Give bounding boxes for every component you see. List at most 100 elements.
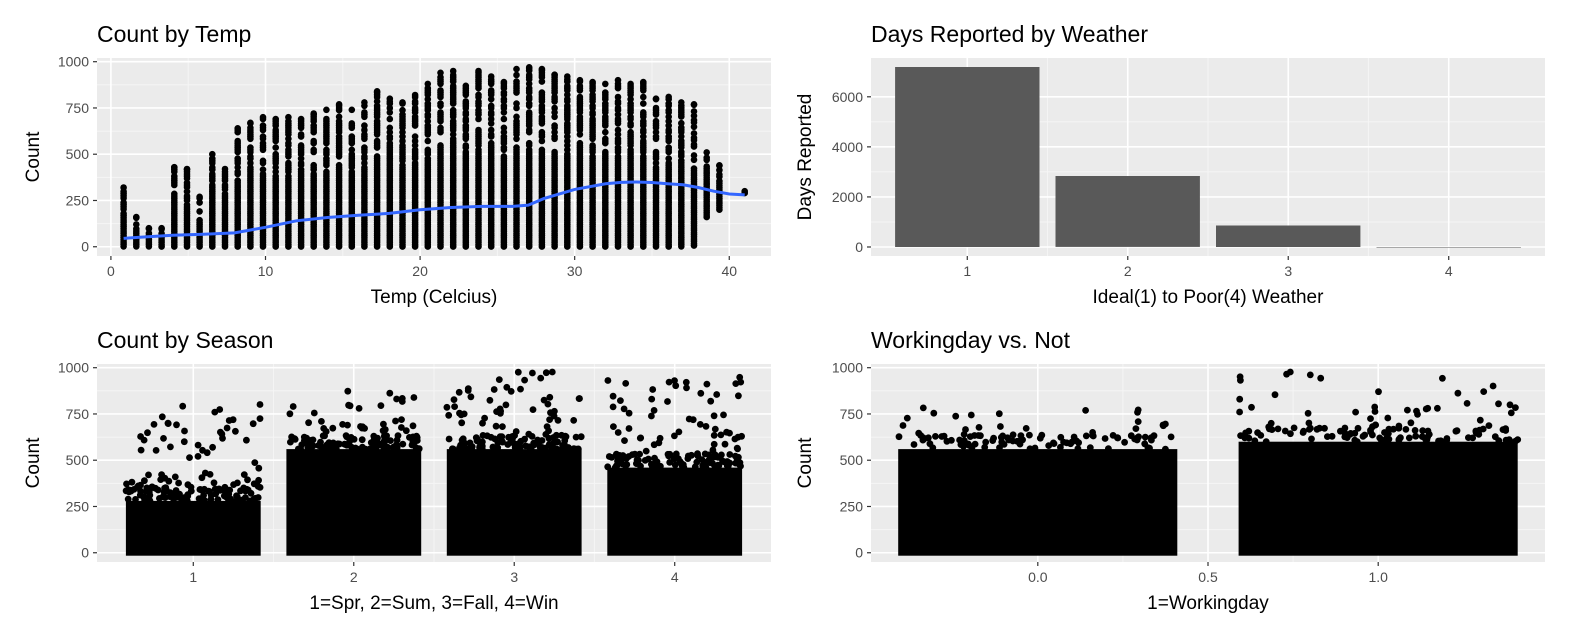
data-point (1474, 428, 1482, 435)
data-point (919, 404, 927, 412)
data-point (637, 434, 645, 442)
data-point (652, 148, 660, 156)
data-point (140, 436, 148, 444)
data-point (196, 208, 203, 215)
data-point (380, 420, 387, 428)
data-point (1082, 432, 1090, 440)
data-point (1236, 395, 1244, 403)
data-point (1424, 404, 1432, 412)
data-point (1384, 414, 1392, 422)
data-point (183, 165, 191, 173)
data-point (614, 429, 622, 436)
data-point (602, 80, 609, 88)
data-point (456, 409, 463, 417)
data-point (462, 98, 470, 105)
data-point (561, 437, 569, 445)
bar-3 (1216, 225, 1361, 247)
y-axis-label: Count (795, 437, 816, 488)
data-point (720, 411, 727, 419)
data-point (246, 497, 254, 505)
data-point (398, 416, 405, 423)
data-point (194, 453, 202, 460)
panel-2: 0 2000 4000 6000 1 2 3 4 Days Reported by Weathe… (795, 21, 1545, 308)
data-point (194, 441, 202, 449)
data-point (1502, 436, 1510, 444)
data-point (243, 436, 250, 444)
data-point (664, 398, 671, 405)
data-point (487, 73, 495, 80)
data-point (690, 130, 698, 137)
data-point (1067, 440, 1074, 448)
data-point (564, 73, 571, 80)
data-point (538, 128, 546, 136)
data-point (207, 495, 215, 503)
data-point (1395, 436, 1403, 444)
data-point (1469, 434, 1477, 442)
data-point (589, 78, 596, 86)
data-point (1159, 421, 1167, 429)
data-point (604, 377, 612, 384)
data-point (249, 420, 257, 428)
data-point (996, 444, 1003, 452)
data-point (1495, 400, 1502, 408)
data-point (234, 155, 241, 162)
data-point (146, 497, 153, 504)
data-point (642, 447, 650, 455)
data-point (997, 423, 1004, 430)
data-point (513, 78, 520, 85)
data-point (242, 494, 249, 501)
data-point (971, 440, 979, 448)
data-point (233, 497, 241, 505)
data-point (1082, 407, 1089, 414)
data-point (640, 93, 647, 101)
data-point (410, 438, 418, 446)
data-point (496, 433, 504, 440)
data-point (223, 424, 231, 432)
data-points (122, 368, 745, 556)
data-point (308, 436, 315, 444)
data-point (492, 422, 500, 430)
data-point (1321, 424, 1328, 432)
data-point (233, 492, 240, 500)
data-point (254, 482, 262, 490)
data-point (1418, 433, 1426, 440)
data-point (411, 91, 419, 99)
dense-points (125, 500, 261, 556)
data-point (300, 433, 308, 441)
y-tick-label: 750 (66, 406, 90, 422)
data-point (1141, 433, 1149, 441)
data-point (1351, 436, 1359, 444)
data-point (335, 113, 343, 121)
data-point (551, 407, 558, 415)
y-tick-label: 1000 (58, 54, 89, 70)
data-point (711, 462, 719, 470)
data-point (1086, 444, 1094, 451)
data-point (1380, 438, 1387, 445)
data-point (462, 82, 470, 90)
data-point (158, 224, 165, 232)
data-point (641, 457, 649, 464)
data-point (478, 440, 486, 448)
data-point (625, 409, 633, 417)
data-point (209, 443, 217, 451)
data-point (1395, 422, 1403, 430)
data-point (513, 113, 520, 121)
data-point (256, 401, 264, 408)
data-point (895, 433, 903, 441)
data-point (1437, 437, 1445, 445)
data-point (982, 438, 990, 446)
y-tick-label: 0 (81, 545, 89, 561)
data-point (124, 486, 132, 494)
data-point (244, 476, 251, 484)
data-point (1305, 426, 1313, 433)
data-point (437, 87, 444, 94)
data-point (251, 459, 259, 466)
bar-2 (1055, 176, 1200, 247)
data-point (167, 443, 174, 451)
data-point (507, 388, 515, 395)
data-point (201, 469, 209, 477)
data-point (486, 396, 494, 404)
data-point (437, 142, 444, 149)
data-point (1274, 425, 1282, 433)
data-point (409, 433, 417, 441)
